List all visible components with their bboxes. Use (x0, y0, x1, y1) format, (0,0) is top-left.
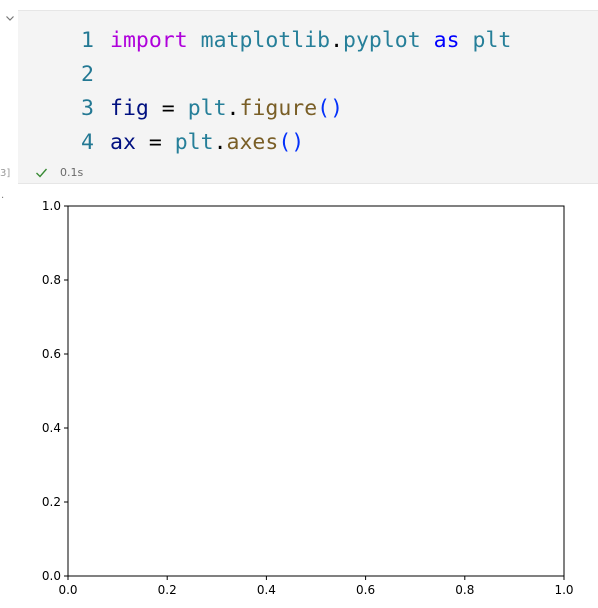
code-token: fig (110, 96, 149, 121)
line-number: 1 (81, 28, 94, 53)
code-text: ax = plt.axes() (110, 126, 304, 160)
line-number: 2 (81, 62, 94, 87)
code-token: import (110, 28, 188, 53)
code-cell[interactable]: 1 import matplotlib.pyplot as plt 2 3 fig = … (18, 10, 598, 184)
code-token: = (135, 130, 175, 155)
code-token: ax (110, 130, 136, 155)
x-tick-label: 0.8 (455, 583, 474, 597)
code-token: () (317, 96, 344, 121)
code-token (421, 28, 434, 53)
code-text: import matplotlib.pyplot as plt (110, 24, 511, 58)
x-tick-label: 0.4 (257, 583, 276, 597)
code-token (460, 28, 473, 53)
collapse-chevron-icon[interactable] (4, 12, 16, 24)
code-token: () (278, 130, 305, 155)
code-token: plt (472, 28, 512, 53)
code-text: fig = plt.figure() (110, 92, 343, 126)
axes-frame (67, 205, 565, 577)
x-tick-label: 0.2 (158, 583, 177, 597)
code-token: plt (187, 96, 227, 121)
code-token: pyplot (343, 28, 421, 53)
x-tick-label: 1.0 (554, 583, 573, 597)
y-tick-label: 1.0 (42, 199, 61, 213)
x-axis-ticks: 0.0 0.2 0.4 0.6 0.8 1.0 (58, 576, 574, 597)
y-tick-label: 0.0 (42, 569, 61, 583)
code-token: plt (174, 130, 214, 155)
code-token: . (226, 96, 240, 121)
code-token: figure (239, 96, 318, 121)
execution-time: 0.1s (60, 166, 84, 179)
code-token: as (433, 28, 460, 53)
y-tick-label: 0.4 (42, 421, 61, 435)
y-tick-label: 0.2 (42, 495, 61, 509)
check-icon (36, 168, 48, 178)
y-tick-label: 0.8 (42, 273, 61, 287)
execution-count: 3] (0, 168, 11, 179)
matplotlib-figure: 0.0 0.2 0.4 0.6 0.8 1.0 0.0 0.2 0.4 0.6 0.8 1.0 (42, 199, 574, 597)
code-token: = (148, 96, 188, 121)
output-marker: . (1, 190, 5, 201)
code-token: matplotlib (200, 28, 331, 53)
x-tick-label: 0.0 (58, 583, 77, 597)
x-tick-label: 0.6 (356, 583, 375, 597)
code-token: . (213, 130, 227, 155)
line-number: 3 (81, 96, 94, 121)
code-token: axes (226, 130, 279, 155)
y-axis-ticks: 0.0 0.2 0.4 0.6 0.8 1.0 (42, 199, 68, 583)
y-tick-label: 0.6 (42, 347, 61, 361)
line-number: 4 (81, 130, 94, 155)
code-token: . (330, 28, 344, 53)
code-token (188, 28, 201, 53)
